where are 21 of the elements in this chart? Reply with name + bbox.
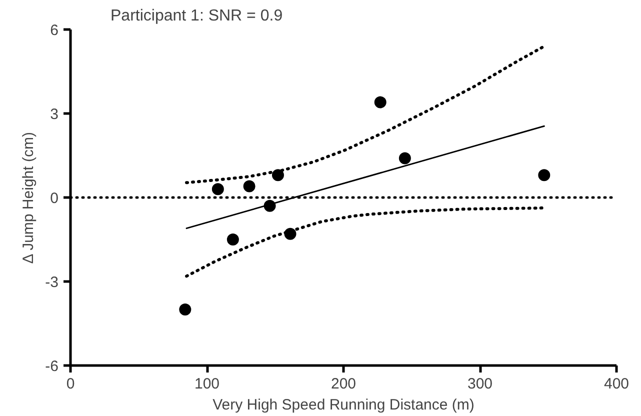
y-axis-title: Δ Jump Height (cm) bbox=[20, 132, 38, 264]
point bbox=[212, 183, 224, 196]
x-tick-label: 300 bbox=[467, 376, 493, 392]
y-tick-label: -3 bbox=[45, 274, 59, 291]
y-tick-label: 0 bbox=[50, 190, 58, 207]
x-tick-label: 400 bbox=[604, 376, 630, 392]
point bbox=[243, 180, 256, 192]
x-tick-label: 100 bbox=[194, 376, 220, 392]
point bbox=[398, 152, 411, 164]
point bbox=[226, 234, 239, 246]
x-tick-label: 200 bbox=[330, 376, 356, 392]
y-tick-label: -6 bbox=[45, 358, 59, 375]
y-tick-label: 6 bbox=[50, 22, 58, 39]
point bbox=[179, 304, 192, 316]
point bbox=[538, 169, 550, 182]
x-axis-title: Very High Speed Running Distance (m) bbox=[212, 396, 474, 414]
x-tick-label: 0 bbox=[66, 376, 75, 392]
chart-title: Participant 1: SNR = 0.9 bbox=[110, 8, 283, 24]
line-series bbox=[185, 206, 546, 278]
point bbox=[374, 96, 386, 108]
y-tick-label: 3 bbox=[50, 106, 58, 123]
